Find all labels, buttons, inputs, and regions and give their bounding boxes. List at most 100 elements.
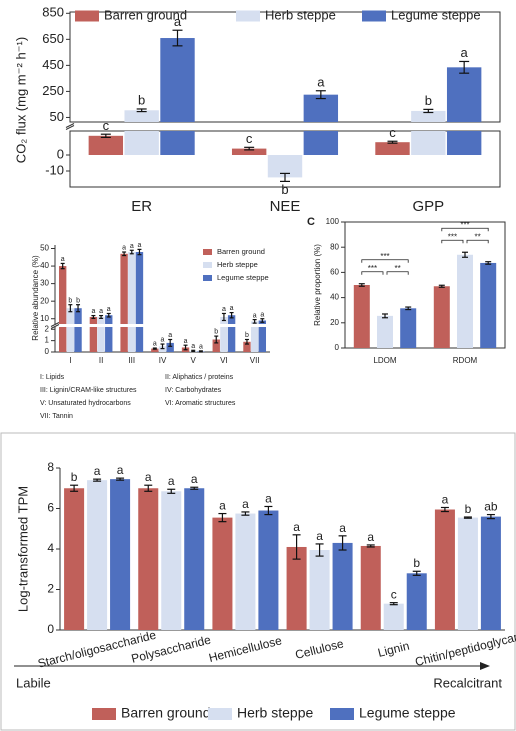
x-tick-label: Chitin/peptidoglycan: [414, 629, 516, 669]
y-axis-label: CO₂ flux (mg m⁻² h⁻¹): [13, 37, 28, 163]
significance-letter: a: [61, 256, 65, 263]
x-tick-label: ER: [131, 198, 152, 215]
footnote: II: Aliphatics / proteins: [165, 374, 234, 381]
x-tick-label: LDOM: [373, 356, 396, 365]
bar: [89, 327, 98, 352]
y-tick-label: 50: [40, 244, 49, 253]
significance-letter: c: [246, 131, 253, 146]
legend-swatch: [362, 10, 386, 22]
axis-break: [65, 125, 75, 130]
bar: [258, 327, 267, 352]
bar: [267, 155, 303, 178]
y-tick-label: 850: [42, 5, 64, 20]
bar: [66, 308, 75, 324]
significance-letter: a: [230, 305, 234, 312]
bar: [332, 542, 353, 630]
bar: [58, 266, 67, 324]
bar: [400, 308, 417, 348]
arrow-head: [480, 662, 490, 670]
bar: [74, 308, 82, 324]
axis-break: [50, 324, 60, 329]
y-tick-label: 4: [47, 541, 54, 555]
significance-letter: a: [99, 308, 103, 315]
significance-letter: c: [103, 118, 110, 133]
significance-letter: a: [91, 308, 95, 315]
legend-label: Barren ground: [104, 7, 187, 22]
plot-frame: [69, 11, 501, 123]
bar: [383, 603, 404, 630]
bar: [446, 131, 482, 155]
significance-label: ***: [460, 220, 469, 229]
legend-label: Legume steppe: [217, 273, 269, 282]
significance-bracket: [441, 239, 464, 244]
bar: [160, 38, 195, 122]
bar: [434, 509, 455, 630]
bar: [66, 327, 75, 352]
bar: [231, 148, 267, 155]
bar: [353, 285, 370, 348]
x-tick-label: NEE: [270, 198, 301, 215]
legend-swatch: [203, 249, 212, 255]
bar: [161, 491, 182, 630]
significance-letter: a: [130, 243, 134, 250]
bar: [105, 315, 113, 324]
bar: [286, 546, 307, 630]
bar: [360, 545, 381, 630]
legend-swatch: [203, 275, 212, 281]
bar: [309, 550, 330, 630]
bar: [212, 517, 233, 630]
bar: [457, 517, 478, 630]
bar: [124, 131, 159, 155]
footnote: VII: Tannin: [40, 413, 73, 420]
significance-letter: a: [242, 497, 249, 511]
significance-letter: a: [199, 344, 203, 351]
legend-label: Herb steppe: [217, 260, 258, 269]
significance-letter: b: [425, 93, 432, 108]
significance-letter: a: [184, 338, 188, 345]
legend-swatch: [92, 708, 116, 720]
bar: [227, 327, 236, 352]
y-tick-label: 2: [45, 324, 50, 333]
bar: [135, 252, 144, 324]
panel-label: C: [307, 216, 315, 228]
significance-letter: c: [389, 125, 396, 140]
footnote: V: Unsaturated hydrocarbons: [40, 400, 131, 407]
bar: [110, 479, 131, 630]
bar: [160, 131, 195, 155]
legend-swatch: [330, 708, 354, 720]
bar: [151, 348, 159, 352]
significance-letter: a: [317, 74, 325, 89]
x-tick-label: I: [69, 356, 71, 365]
significance-letter: a: [461, 45, 469, 60]
bar: [227, 315, 236, 324]
significance-letter: b: [76, 297, 80, 304]
x-tick-label: VII: [250, 356, 260, 365]
bar: [120, 327, 128, 352]
y-tick-label: 20: [40, 296, 49, 305]
significance-letter: b: [465, 502, 472, 516]
footnote: IV: Carbohydrates: [165, 387, 222, 394]
x-tick-label: VI: [220, 356, 228, 365]
x-tick-label: Lignin: [376, 639, 410, 660]
y-tick-label: 0: [57, 146, 64, 161]
significance-letter: a: [107, 306, 111, 313]
bar: [128, 252, 136, 324]
significance-letter: a: [339, 521, 346, 535]
x-tick-label: V: [191, 356, 197, 365]
y-axis-label: Log-transformed TPM: [15, 486, 30, 612]
bar: [105, 327, 113, 352]
significance-letter: a: [94, 464, 101, 478]
significance-letter: a: [442, 492, 449, 506]
footnote: III: Lignin/CRAM-like structures: [40, 387, 137, 394]
significance-bracket: [441, 227, 489, 232]
bar: [64, 488, 85, 630]
bar: [184, 488, 205, 630]
bar: [135, 327, 144, 352]
significance-bracket: [361, 271, 384, 275]
significance-letter: a: [293, 520, 300, 534]
significance-letter: a: [265, 491, 272, 505]
legend-swatch: [75, 10, 99, 22]
y-tick-label: -10: [45, 162, 64, 177]
x-tick-label: Cellulose: [294, 636, 346, 662]
